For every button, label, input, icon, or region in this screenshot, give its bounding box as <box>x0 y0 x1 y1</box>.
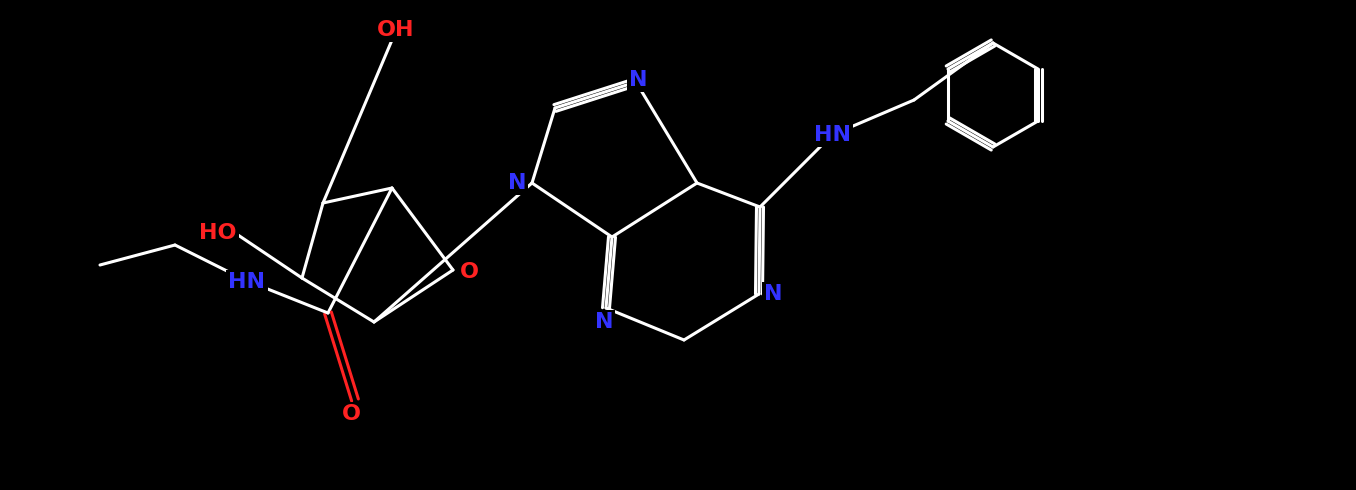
Text: N: N <box>507 173 526 193</box>
Text: OH: OH <box>377 20 415 40</box>
Text: N: N <box>763 284 782 304</box>
Text: N: N <box>595 312 613 332</box>
Text: N: N <box>629 70 647 90</box>
Text: O: O <box>460 262 479 282</box>
Text: HN: HN <box>814 125 850 145</box>
Text: HO: HO <box>199 223 237 243</box>
Text: O: O <box>342 404 361 424</box>
Text: HN: HN <box>229 272 266 292</box>
